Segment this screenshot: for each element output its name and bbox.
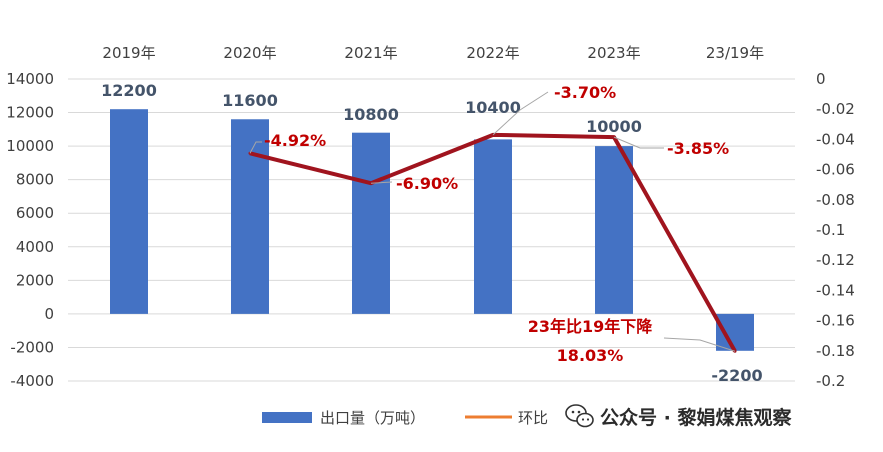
- right-tick-label: -0.08: [816, 191, 855, 209]
- bar: [110, 109, 148, 314]
- right-axis: 0 -0.02 -0.04 -0.06 -0.08 -0.1 -0.12 -0.14 -0.16…: [816, 70, 855, 390]
- right-tick-label: -0.12: [816, 251, 855, 269]
- category-label: 2022年: [466, 44, 519, 62]
- bar-value-label: 11600: [222, 91, 278, 110]
- annotation-line-2: 18.03%: [557, 346, 624, 365]
- bar-value-label: 10000: [586, 117, 642, 136]
- left-tick-label: 2000: [16, 271, 54, 289]
- bar: [231, 119, 269, 314]
- left-tick-label: 8000: [16, 171, 54, 189]
- left-tick-label: 10000: [6, 137, 54, 155]
- leader-line: [249, 141, 262, 154]
- right-tick-label: -0.16: [816, 312, 855, 330]
- leader-line: [492, 91, 549, 136]
- right-tick-label: -0.2: [816, 372, 845, 390]
- category-label: 23/19年: [706, 44, 764, 62]
- left-tick-label: 6000: [16, 204, 54, 222]
- right-tick-label: -0.14: [816, 281, 855, 299]
- annotations: -4.92% -6.90% -3.70% -3.85% 23年比19年下降 18.03%: [249, 83, 736, 365]
- leader-line: [663, 337, 736, 352]
- percent-label: -4.92%: [264, 131, 326, 150]
- left-tick-label: 0: [44, 305, 54, 323]
- bar-value-label: -2200: [711, 366, 762, 385]
- legend-label-line: 环比: [518, 409, 548, 427]
- category-axis: 2019年 2020年 2021年 2022年 2023年 23/19年: [102, 44, 764, 62]
- percent-label: -3.70%: [554, 83, 616, 102]
- legend: 出口量（万吨） 环比: [262, 409, 548, 427]
- bar: [716, 313, 754, 351]
- percent-label: -6.90%: [396, 174, 458, 193]
- category-label: 2021年: [344, 44, 397, 62]
- right-tick-label: -0.1: [816, 221, 845, 239]
- category-label: 2019年: [102, 44, 155, 62]
- legend-label-bar: 出口量（万吨）: [320, 409, 425, 427]
- left-axis: -4000 -2000 0 2000 4000 6000 8000 10000 12000 140…: [6, 70, 54, 390]
- right-tick-label: -0.06: [816, 161, 855, 179]
- legend-swatch-bar: [262, 412, 312, 423]
- leader-line: [370, 181, 393, 184]
- bar: [474, 139, 512, 314]
- category-label: 2023年: [587, 44, 640, 62]
- bar: [595, 146, 633, 314]
- category-label: 2020年: [223, 44, 276, 62]
- bar-value-label: 12200: [101, 81, 157, 100]
- wechat-icon: [565, 404, 594, 428]
- watermark-text: 公众号 · 黎娟煤焦观察: [600, 406, 792, 429]
- left-tick-label: 14000: [6, 70, 54, 88]
- watermark: 公众号 · 黎娟煤焦观察: [565, 404, 792, 429]
- bar-value-label: 10800: [343, 105, 399, 124]
- left-tick-label: 4000: [16, 238, 54, 256]
- bar: [352, 132, 390, 314]
- bar-value-label: 10400: [465, 98, 521, 117]
- annotation-line-1: 23年比19年下降: [528, 317, 654, 336]
- left-tick-label: -4000: [10, 372, 54, 390]
- right-tick-label: 0: [816, 70, 826, 88]
- left-tick-label: -2000: [10, 338, 54, 356]
- bar-series: [110, 109, 754, 351]
- left-tick-label: 12000: [6, 104, 54, 122]
- right-tick-label: -0.18: [816, 342, 855, 360]
- right-tick-label: -0.04: [816, 130, 855, 148]
- gridlines: [68, 78, 795, 382]
- percent-label: -3.85%: [667, 139, 729, 158]
- right-tick-label: -0.02: [816, 100, 855, 118]
- leader-line: [613, 136, 664, 149]
- bar-labels: 12200 11600 10800 10400 10000 -2200: [101, 81, 762, 385]
